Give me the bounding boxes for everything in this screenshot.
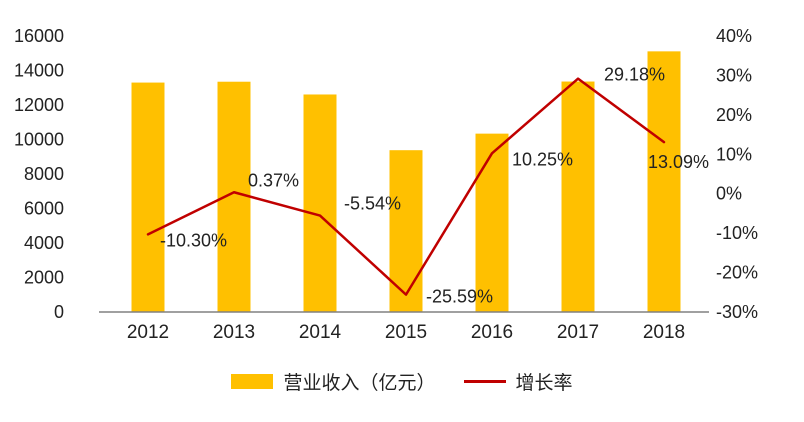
- x-axis-year-label: 2013: [213, 322, 255, 343]
- chart-legend: 营业收入（亿元） 增长率: [0, 368, 804, 395]
- revenue-bar-2014: [303, 94, 337, 312]
- legend-bar-label: 营业收入（亿元）: [283, 373, 436, 394]
- y-axis-left-tick-label: 12000: [14, 95, 64, 115]
- growth-point-label-2013: 0.37%: [248, 170, 299, 190]
- y-axis-right-tick-label: 20%: [716, 105, 752, 125]
- growth-point-label-2014: -5.54%: [344, 194, 401, 214]
- growth-point-label-2018: 13.09%: [648, 152, 709, 172]
- revenue-bar-2016: [475, 133, 509, 312]
- revenue-bar-2012: [131, 82, 165, 312]
- revenue-bar-2018: [647, 51, 681, 312]
- chart-plot-area: 0 2000 4000 6000 8000 10000 12000 14000 16000 -30…: [14, 26, 758, 343]
- revenue-bar-2017: [561, 81, 595, 312]
- legend-line-label: 增长率: [515, 373, 573, 394]
- growth-point-label-2017: 29.18%: [604, 65, 665, 85]
- growth-rate-line: [146, 77, 666, 296]
- x-axis-year-label: 2016: [471, 322, 513, 343]
- growth-point-label-2012: -10.30%: [160, 230, 227, 250]
- y-axis-right-tick-label: 10%: [716, 144, 752, 164]
- y-axis-left-tick-label: 6000: [24, 199, 64, 219]
- x-axis-year-label: 2015: [385, 322, 427, 343]
- y-axis-left-tick-label: 0: [54, 302, 64, 322]
- revenue-bar-2015: [389, 150, 423, 312]
- y-axis-right-tick-label: 30%: [716, 65, 752, 85]
- y-axis-right-tick-label: -30%: [716, 302, 758, 322]
- legend-item-revenue: 营业收入（亿元）: [231, 368, 436, 395]
- y-axis-left-tick-label: 2000: [24, 268, 64, 288]
- x-axis-year-label: 2012: [127, 322, 169, 343]
- x-axis-year-label: 2014: [299, 322, 342, 343]
- y-axis-left-tick-label: 8000: [24, 164, 64, 184]
- legend-item-growth: 增长率: [463, 368, 573, 395]
- y-axis-right-tick-label: -10%: [716, 223, 758, 243]
- y-axis-left-tick-label: 14000: [14, 61, 64, 81]
- growth-point-label-2015: -25.59%: [426, 287, 493, 307]
- y-axis-left-tick-label: 4000: [24, 233, 64, 253]
- x-axis-year-label: 2018: [643, 322, 685, 343]
- y-axis-right-tick-label: 40%: [716, 26, 752, 46]
- y-axis-left-tick-label: 10000: [14, 130, 64, 150]
- legend-bar-swatch: [231, 374, 274, 389]
- legend-line-swatch: [463, 380, 506, 383]
- y-axis-left-tick-label: 16000: [14, 26, 64, 46]
- y-axis-right-tick-label: -20%: [716, 263, 758, 283]
- x-axis-year-label: 2017: [557, 322, 599, 343]
- growth-point-label-2016: 10.25%: [512, 149, 573, 169]
- y-axis-right-tick-label: 0%: [716, 184, 742, 204]
